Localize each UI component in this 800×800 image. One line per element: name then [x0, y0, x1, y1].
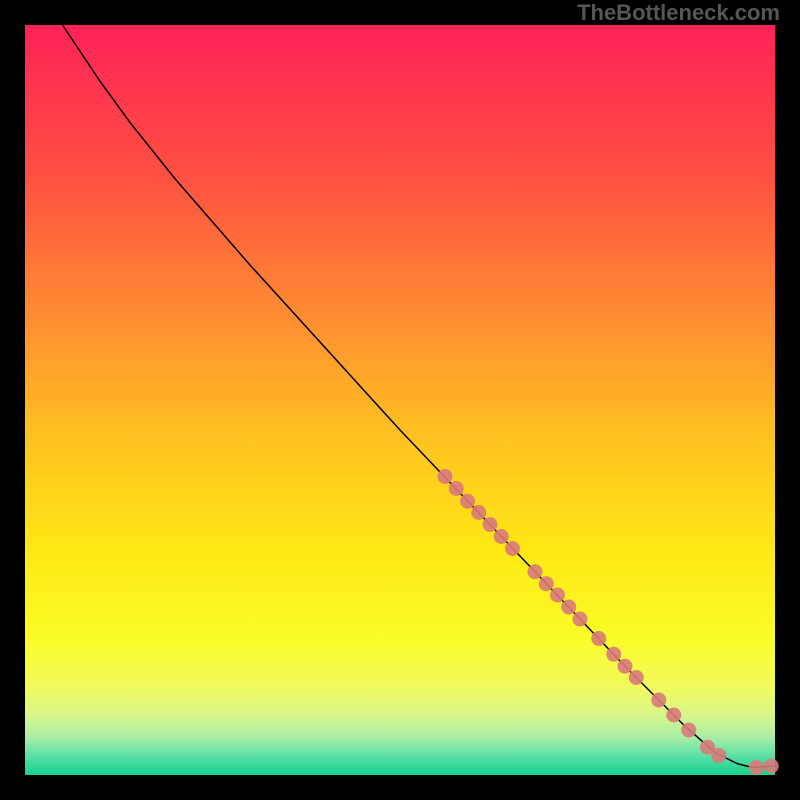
data-marker — [494, 529, 509, 544]
data-marker — [591, 631, 606, 646]
data-marker — [573, 612, 588, 627]
watermark-text: TheBottleneck.com — [577, 0, 780, 26]
data-marker — [651, 693, 666, 708]
data-marker — [681, 723, 696, 738]
data-marker — [666, 708, 681, 723]
data-marker — [539, 576, 554, 591]
data-marker — [606, 647, 621, 662]
data-marker — [471, 505, 486, 520]
data-marker — [618, 659, 633, 674]
data-marker — [460, 494, 475, 509]
data-marker — [528, 564, 543, 579]
data-marker — [561, 600, 576, 615]
chart-frame: TheBottleneck.com — [0, 0, 800, 800]
data-marker — [505, 541, 520, 556]
data-marker — [438, 469, 453, 484]
data-marker — [483, 517, 498, 532]
data-marker — [711, 748, 726, 763]
data-marker — [629, 670, 644, 685]
data-marker — [449, 481, 464, 496]
plot-background — [25, 25, 775, 775]
data-marker — [749, 760, 764, 775]
chart-svg — [0, 0, 800, 800]
data-marker — [550, 588, 565, 603]
data-marker — [764, 759, 779, 774]
